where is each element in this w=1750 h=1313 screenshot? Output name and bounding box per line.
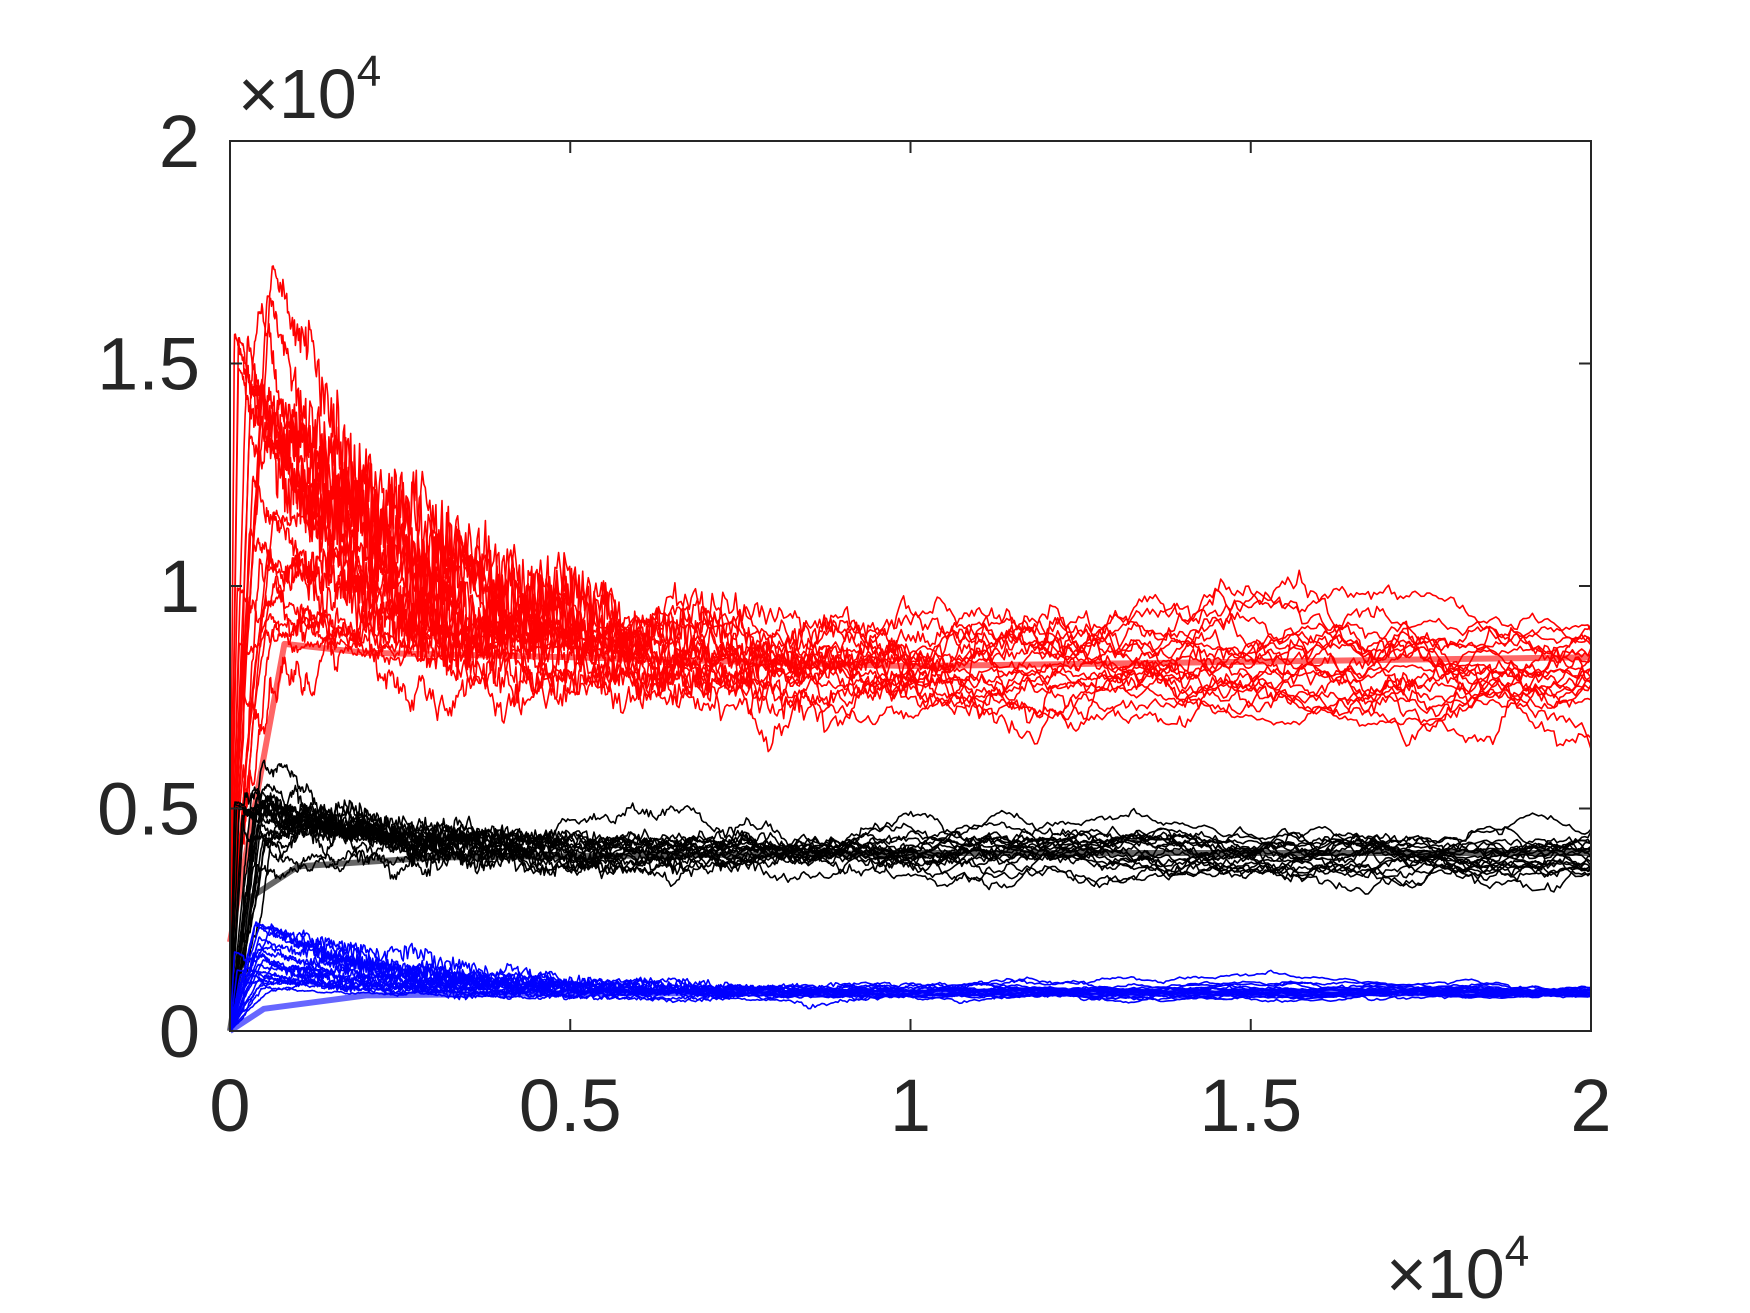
y-tick-label: 0 <box>159 990 200 1073</box>
x-tick-label: 1 <box>890 1064 931 1147</box>
series-layer <box>227 265 1592 1034</box>
series-line <box>229 615 1592 942</box>
series-line <box>229 807 1592 1032</box>
x-tick-label: 0.5 <box>519 1064 622 1147</box>
series-line <box>229 335 1592 943</box>
x-tick-label: 0 <box>209 1064 250 1147</box>
series-line <box>229 475 1592 942</box>
series-line <box>229 527 1592 943</box>
x-tick-label: 2 <box>1570 1064 1611 1147</box>
series-mean-line <box>227 640 1592 943</box>
series-line <box>229 786 1592 1032</box>
x-tick-label: 1.5 <box>1199 1064 1302 1147</box>
series-mean-line <box>228 990 1591 1034</box>
y-tick-label: 0.5 <box>97 768 200 851</box>
series-line <box>229 265 1592 941</box>
y-tick-label: 2 <box>159 100 200 183</box>
series-line <box>229 552 1592 941</box>
series-line <box>229 831 1592 1032</box>
x-exponent-label: ×104 <box>1386 1227 1529 1313</box>
y-exponent-label: ×104 <box>238 47 381 133</box>
y-tick-label: 1 <box>159 545 200 628</box>
series-mean-line <box>227 850 1591 1032</box>
y-tick-label: 1.5 <box>97 323 200 406</box>
ticks-layer: 0 0.5 1 1.5 2 0 0.5 1 1.5 2 <box>97 100 1611 1147</box>
series-line <box>229 923 1592 1032</box>
series-line <box>229 367 1592 943</box>
series-line <box>229 528 1592 943</box>
